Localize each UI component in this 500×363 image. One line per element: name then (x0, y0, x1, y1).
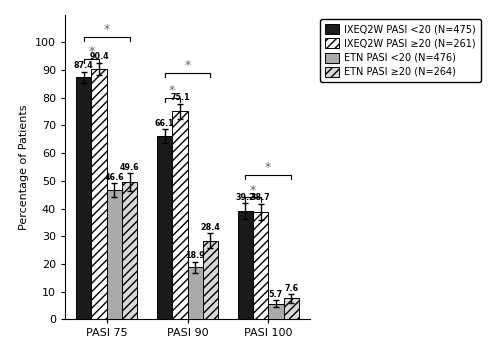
Bar (92, 69, 107, 319)
Y-axis label: Percentage of Patients: Percentage of Patients (20, 104, 30, 230)
Text: 90.4: 90.4 (90, 52, 109, 61)
Text: 5.7: 5.7 (269, 290, 283, 299)
Bar (122, 182, 138, 319)
Text: 49.6: 49.6 (120, 163, 140, 172)
Bar (188, 267, 203, 319)
Text: 7.6: 7.6 (284, 284, 298, 293)
Text: 66.1: 66.1 (154, 119, 174, 128)
Bar (253, 212, 268, 319)
Text: 28.4: 28.4 (200, 223, 220, 232)
Text: *: * (104, 23, 110, 36)
Bar (172, 111, 188, 319)
Text: 87.4: 87.4 (74, 61, 94, 70)
Text: *: * (184, 59, 190, 72)
Bar (284, 298, 299, 319)
Bar (107, 190, 122, 319)
Text: *: * (250, 184, 256, 197)
Bar (203, 241, 218, 319)
Legend: IXEQ2W PASI <20 (N=475), IXEQ2W PASI ≥20 (N=261), ETN PASI <20 (N=476), ETN PASI: IXEQ2W PASI <20 (N=475), IXEQ2W PASI ≥20… (320, 19, 480, 82)
Text: *: * (88, 45, 94, 58)
Bar (157, 136, 172, 319)
Bar (76, 77, 92, 319)
Text: *: * (169, 84, 175, 97)
Text: 39.2: 39.2 (236, 193, 255, 201)
Text: 38.7: 38.7 (250, 193, 270, 203)
Text: *: * (265, 162, 272, 175)
Text: 18.9: 18.9 (186, 251, 205, 260)
Bar (238, 211, 253, 319)
Text: 75.1: 75.1 (170, 93, 190, 102)
Text: 46.6: 46.6 (104, 173, 124, 182)
Bar (268, 303, 283, 319)
